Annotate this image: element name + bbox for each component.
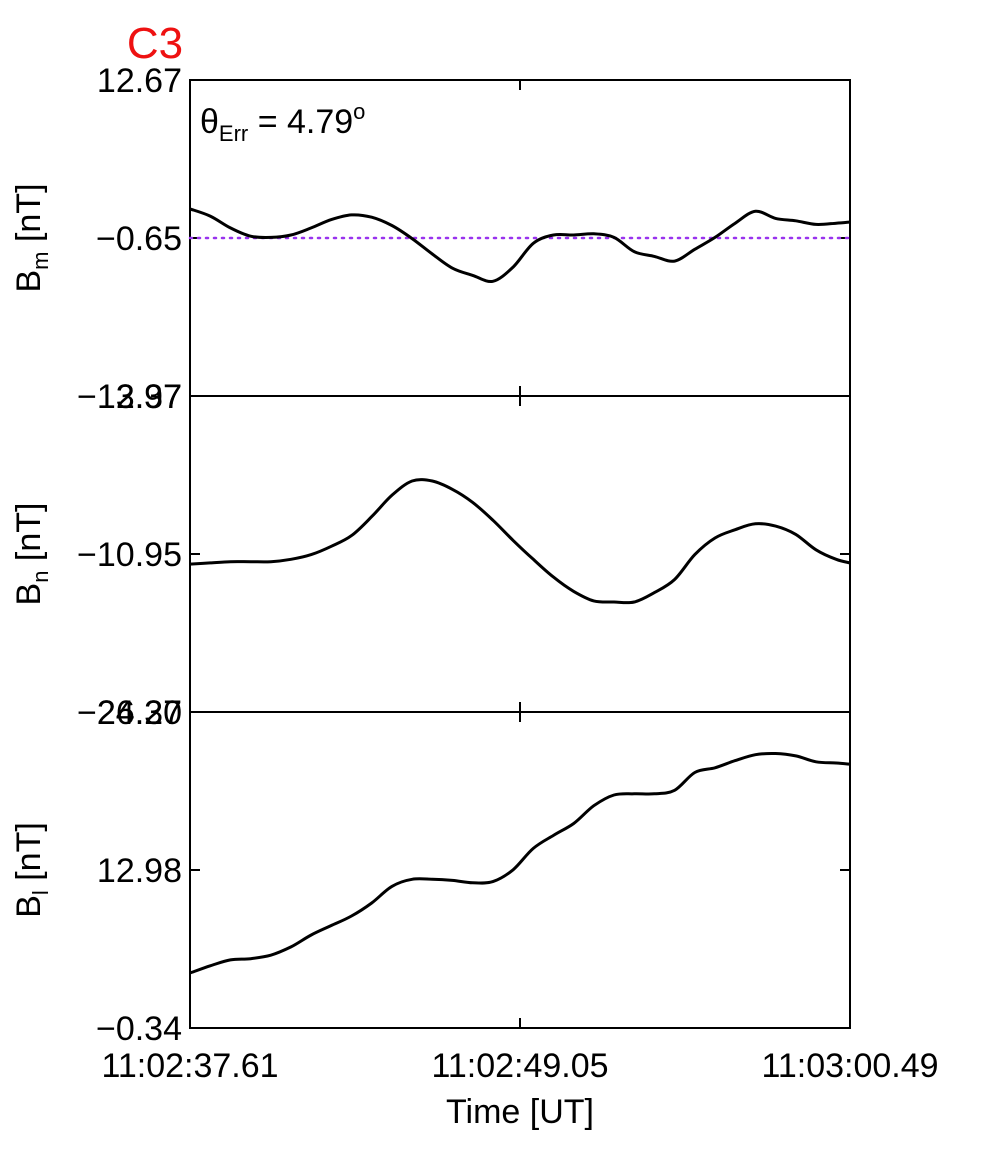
x-axis-label: Time [UT]	[446, 1093, 594, 1131]
bl-panel-series-line	[189, 751, 851, 975]
bm-panel-ylabel-base: B	[10, 270, 48, 293]
bl-panel-ylabel: Bl [nT]	[10, 822, 53, 918]
theta-symbol: θ	[200, 103, 219, 141]
bm-panel-ytick-label-2: −13.97	[77, 378, 182, 416]
bl-panel-ytick-label-0: 26.30	[97, 694, 182, 732]
theta-value: = 4.79	[248, 103, 353, 141]
bn-panel-ylabel-sub: n	[28, 571, 53, 583]
x-tick-label-0: 11:02:37.61	[101, 1047, 278, 1085]
bl-panel-ytick-label-1: 12.98	[97, 852, 182, 890]
bl-panel-ytick-label-2: −0.34	[96, 1010, 182, 1048]
bn-panel-ytick-label-0: 2.37	[116, 378, 182, 416]
x-tick-label-1: 11:02:49.05	[431, 1047, 608, 1085]
theta-error-annotation: θErr = 4.79o	[200, 99, 365, 146]
bl-panel-ylabel-unit: [nT]	[10, 822, 48, 890]
bn-panel-ytick-label-2: −24.27	[77, 694, 182, 732]
bm-panel-ylabel-unit: [nT]	[10, 183, 48, 251]
bm-panel-ytick-label-0: 12.67	[97, 62, 182, 100]
degree-superscript: o	[353, 99, 365, 124]
bn-panel-ylabel-unit: [nT]	[10, 503, 48, 571]
bm-panel-ytick-label-1: −0.65	[96, 220, 182, 258]
bn-panel-ylabel: Bn [nT]	[10, 503, 53, 606]
bl-panel-ylabel-sub: l	[28, 890, 53, 895]
bn-panel-series-line	[189, 478, 851, 605]
bm-panel: 12.67 −0.65 −13.97 Bm [nT]	[10, 62, 852, 416]
bl-panel-ylabel-base: B	[10, 895, 48, 918]
bm-panel-ylabel: Bm [nT]	[10, 183, 53, 292]
bn-panel-ylabel-base: B	[10, 583, 48, 606]
theta-subscript: Err	[219, 121, 248, 146]
bl-panel: 26.30 12.98 −0.34 Bl [nT]	[10, 694, 851, 1048]
bn-panel-ytick-label-1: −10.95	[77, 536, 182, 574]
figure-title: C3	[127, 19, 183, 68]
bm-panel-series-line	[189, 207, 851, 284]
x-tick-label-2: 11:03:00.49	[761, 1047, 938, 1085]
bm-panel-ylabel-sub: m	[28, 252, 53, 270]
